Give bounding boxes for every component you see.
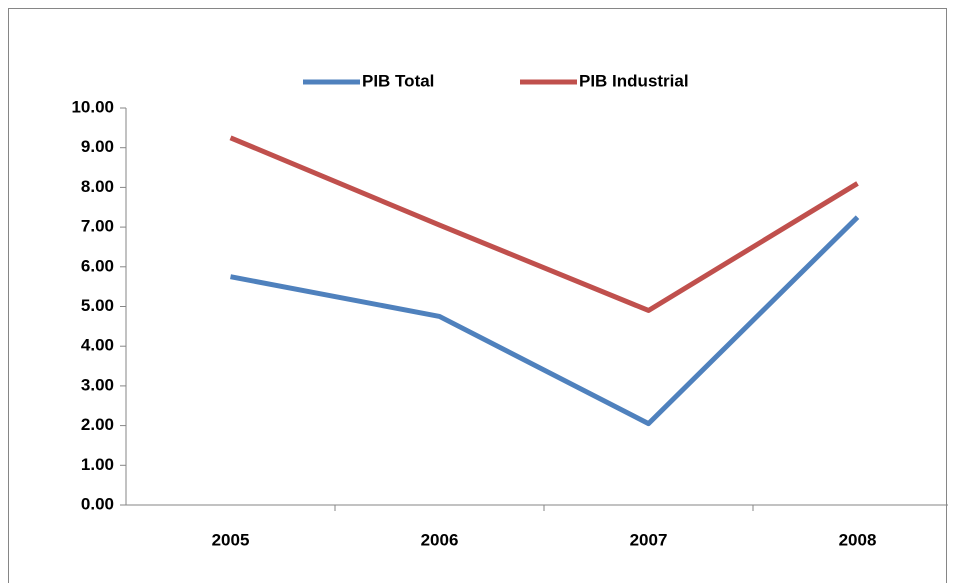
y-tick-label: 9.00 xyxy=(81,137,114,156)
legend-label: PIB Industrial xyxy=(579,71,689,90)
y-tick-label: 0.00 xyxy=(81,494,114,513)
y-tick-label: 6.00 xyxy=(81,256,114,275)
y-tick-label: 8.00 xyxy=(81,177,114,196)
y-tick-label: 1.00 xyxy=(81,455,114,474)
x-tick-label: 2007 xyxy=(630,530,668,549)
x-tick-label: 2006 xyxy=(421,530,459,549)
y-tick-label: 3.00 xyxy=(81,375,114,394)
y-tick-label: 10.00 xyxy=(71,97,114,116)
y-tick-label: 7.00 xyxy=(81,217,114,236)
line-series xyxy=(230,215,860,427)
y-tick-label: 4.00 xyxy=(81,336,114,355)
y-tick-label: 2.00 xyxy=(81,415,114,434)
x-tick-label: 2008 xyxy=(839,530,877,549)
chart-border xyxy=(8,8,947,583)
legend-label: PIB Total xyxy=(362,71,434,90)
y-tick-label: 5.00 xyxy=(81,296,114,315)
x-tick-label: 2005 xyxy=(212,530,250,549)
line-series xyxy=(229,135,859,313)
